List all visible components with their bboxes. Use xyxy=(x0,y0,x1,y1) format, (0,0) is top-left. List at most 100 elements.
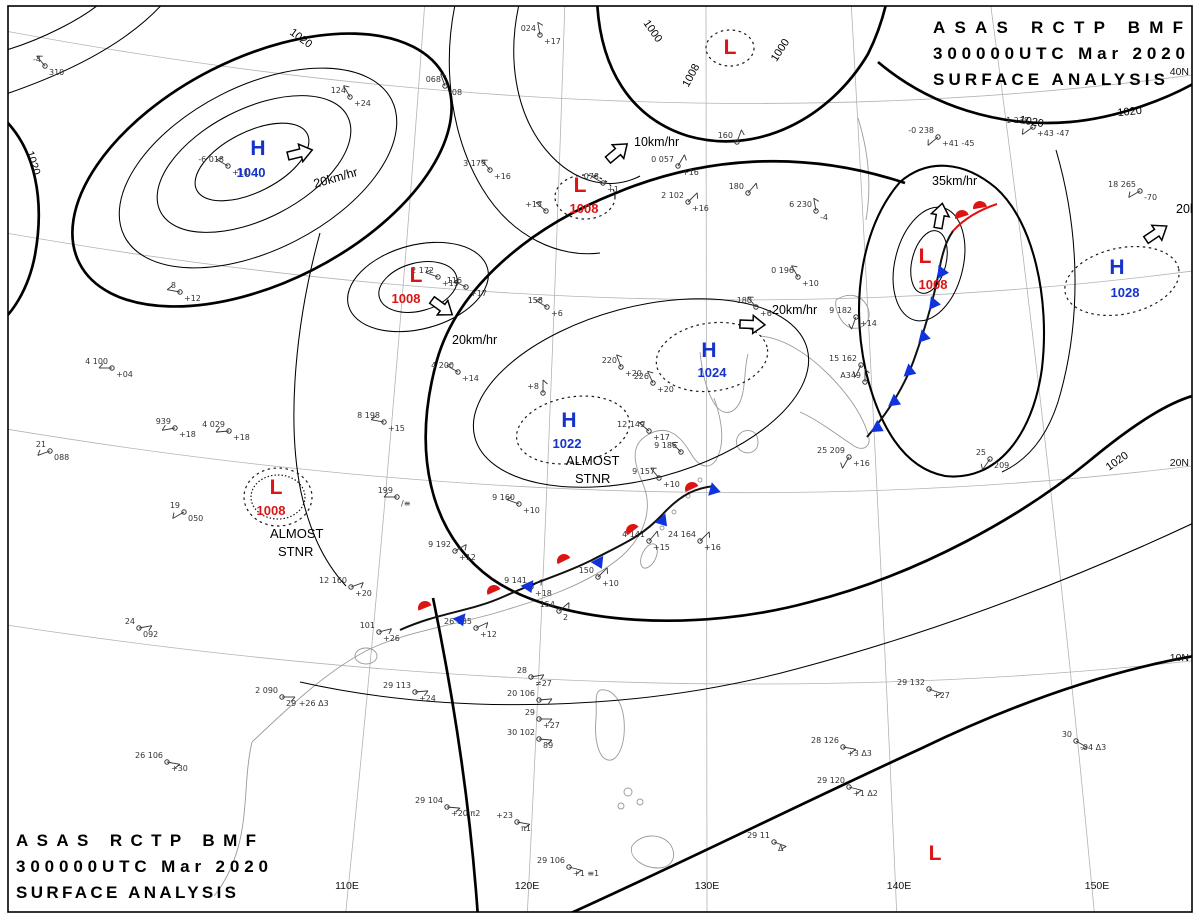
warm-front-symbol xyxy=(973,201,987,210)
longitude-label: 130E xyxy=(695,880,720,892)
station-plot: 158 +6 xyxy=(528,296,563,318)
svg-text:160: 160 xyxy=(718,131,733,140)
cold-front-symbol xyxy=(708,482,721,496)
svg-text:+23: +23 xyxy=(496,811,513,820)
coastline-vietnam xyxy=(213,741,253,897)
station-plot: 28 126 +3 Δ3 xyxy=(811,736,872,758)
svg-text:12 160: 12 160 xyxy=(319,576,347,585)
svg-text:29 +26 Δ3: 29 +26 Δ3 xyxy=(286,699,329,708)
station-plot: 20 106 xyxy=(507,689,553,704)
movement-arrow xyxy=(286,142,314,164)
station-plot: 0 196 +10 xyxy=(771,265,819,288)
cold-front-symbol xyxy=(918,329,931,343)
svg-text:+24: +24 xyxy=(354,99,371,108)
isobar-line xyxy=(431,597,479,912)
coastline-visayas-island xyxy=(636,798,644,806)
svg-text:-4: -4 xyxy=(33,55,41,64)
parallel-gridline xyxy=(8,232,1192,301)
station-plot: 12 160 +20 xyxy=(319,576,372,598)
svg-text:+6: +6 xyxy=(760,309,772,318)
pressure-center-letter-H: H xyxy=(250,137,265,160)
svg-text:29 120: 29 120 xyxy=(817,776,845,785)
coastline-japan-honshu xyxy=(759,335,870,449)
station-plot: 116 +17 xyxy=(447,276,487,298)
chart-id: ASAS RCTP BMF xyxy=(933,18,1183,37)
coastline-visayas-island xyxy=(617,802,625,810)
station-plot: 29 120 +1 Δ2 xyxy=(817,776,878,798)
wind-speed-label: 20k xyxy=(1176,202,1197,216)
dotted-outline-low-top xyxy=(705,29,755,67)
coastlines xyxy=(213,117,870,897)
svg-text:28: 28 xyxy=(517,666,527,675)
svg-text:310: 310 xyxy=(49,68,64,77)
svg-text:+14: +14 xyxy=(860,319,877,328)
map-labels: 1020 100010001020102010201020100820km/hr1… xyxy=(23,18,1197,559)
cold-front-symbol xyxy=(888,393,902,407)
svg-text:+18: +18 xyxy=(535,589,552,598)
dotted-outline-low xyxy=(554,174,616,220)
svg-text:-0 238: -0 238 xyxy=(908,126,934,135)
pressure-center-letter-L: L xyxy=(410,264,423,287)
title-block-top-right: ASAS RCTP BMF 300000UTC Mar 2020 SURFACE… xyxy=(933,18,1185,89)
station-plot: 24 164 +16 xyxy=(668,530,721,552)
latitude-label: 20N xyxy=(1170,457,1189,469)
station-plot: -4 310 xyxy=(33,55,64,77)
svg-text:092: 092 xyxy=(143,630,158,639)
svg-text:+04: +04 xyxy=(116,370,133,379)
svg-text:+19: +19 xyxy=(442,279,459,288)
isobar-value-label: 1008 xyxy=(680,62,702,89)
svg-text:209: 209 xyxy=(994,461,1009,470)
svg-text:9 192: 9 192 xyxy=(428,540,451,549)
svg-text:+12: +12 xyxy=(480,630,497,639)
svg-text:2: 2 xyxy=(563,613,568,622)
svg-text:18 265: 18 265 xyxy=(1108,180,1136,189)
svg-text:+16: +16 xyxy=(494,172,511,181)
dotted-outline-low-1008 xyxy=(243,467,313,527)
svg-text:4 029: 4 029 xyxy=(202,420,225,429)
station-plot: 220 +20 xyxy=(602,354,642,378)
dotted-outline-high-1024 xyxy=(655,321,769,393)
almost-stnr-label: ALMOST xyxy=(270,526,324,541)
isobar-line xyxy=(194,122,310,202)
stationary-front-line xyxy=(399,485,715,631)
coastline-china xyxy=(251,397,723,743)
warm-front-symbol xyxy=(557,554,571,565)
svg-text:+16: +16 xyxy=(682,168,699,177)
pressure-center-value: 1008 xyxy=(919,277,948,292)
svg-text:158: 158 xyxy=(528,296,543,305)
svg-text:+30: +30 xyxy=(171,764,188,773)
svg-text:116: 116 xyxy=(447,276,462,285)
svg-text:+12: +12 xyxy=(459,553,476,562)
pressure-centers: H 1040 L 1008 L 1008 H 1024 H 1022 L 1008 L 1008 H 1028… xyxy=(237,36,1140,865)
svg-text:-70: -70 xyxy=(1144,193,1157,202)
svg-text:+27: +27 xyxy=(543,721,560,730)
dotted-system-outlines xyxy=(243,29,1180,527)
svg-text:+15: +15 xyxy=(388,424,405,433)
svg-text:180: 180 xyxy=(729,182,744,191)
svg-text:154: 154 xyxy=(540,600,555,609)
station-plot: 101 +26 xyxy=(360,621,400,643)
station-plot: 15 162 xyxy=(829,354,864,377)
isobar-line xyxy=(910,230,948,294)
cold-front-symbol xyxy=(520,580,534,594)
svg-text:+10: +10 xyxy=(663,480,680,489)
svg-text:24 164: 24 164 xyxy=(668,530,696,539)
svg-text:+24: +24 xyxy=(419,694,436,703)
svg-text:+1 ≡1: +1 ≡1 xyxy=(573,869,599,878)
isobar-value-label: 1020 xyxy=(1018,114,1044,130)
svg-text:+43 -47: +43 -47 xyxy=(1037,129,1070,138)
isobar-line-1000 xyxy=(596,6,887,143)
svg-text:+16: +16 xyxy=(704,543,721,552)
station-plot: 068 -08 xyxy=(426,73,462,97)
pressure-center-letter-L: L xyxy=(270,476,283,499)
chart-type: SURFACE ANALYSIS xyxy=(933,70,1165,89)
movement-arrow xyxy=(428,295,454,316)
isobar-line xyxy=(472,298,810,488)
svg-text:068: 068 xyxy=(426,75,441,84)
svg-text:29 11: 29 11 xyxy=(747,831,770,840)
coastline-visayas-island xyxy=(623,787,633,797)
longitude-label: 150E xyxy=(1085,880,1110,892)
pressure-center-value: 1008 xyxy=(392,291,421,306)
